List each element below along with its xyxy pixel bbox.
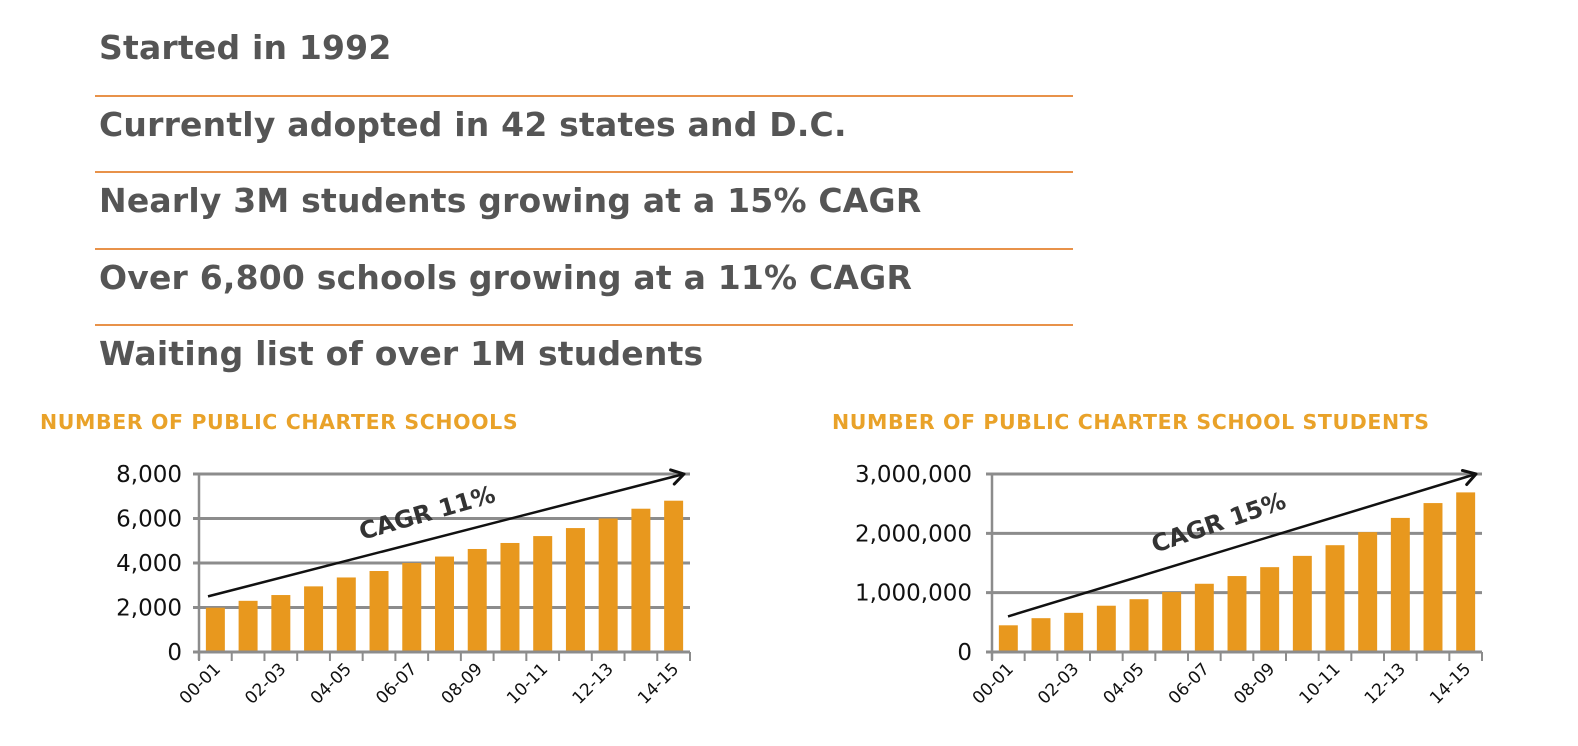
bar-02-03	[271, 595, 291, 652]
bar-12-13	[1390, 517, 1410, 652]
bar-14-15	[664, 500, 684, 652]
x-tick-label: 06-07	[1165, 659, 1214, 708]
bar-09-10	[500, 542, 520, 652]
bar-06-07	[402, 563, 422, 652]
students-chart-title: NUMBER OF PUBLIC CHARTER SCHOOL STUDENTS	[832, 410, 1430, 434]
y-tick-label: 0	[167, 640, 182, 666]
fact-text: Nearly 3M students growing at a 15% CAGR	[99, 181, 922, 220]
bar-08-09	[1260, 567, 1280, 652]
x-tick-label: 08-09	[1230, 659, 1279, 708]
bar-05-06	[369, 571, 389, 652]
schools-chart-title: NUMBER OF PUBLIC CHARTER SCHOOLS	[40, 410, 519, 434]
trend-arrow-line	[207, 472, 685, 598]
x-tick-label: 10-11	[1295, 659, 1344, 708]
x-tick-label: 02-03	[1034, 659, 1083, 708]
bar-10-11	[533, 536, 553, 652]
bar-12-13	[598, 518, 618, 652]
bar-07-08	[1227, 576, 1247, 652]
fact-text: Currently adopted in 42 states and D.C.	[99, 104, 847, 144]
x-tick-label: 12-13	[1361, 659, 1410, 708]
fact-item: Currently adopted in 42 states and D.C.	[95, 97, 1073, 173]
bar-10-11	[1325, 545, 1345, 652]
trend-arrow-line	[1007, 472, 1477, 618]
bar-00-01	[205, 607, 225, 652]
fact-item: Nearly 3M students growing at a 15% CAGR	[95, 173, 1073, 250]
bar-13-14	[631, 508, 651, 652]
bar-00-01	[998, 625, 1018, 652]
bar-09-10	[1292, 555, 1312, 652]
fact-text: Waiting list of over 1M students	[99, 334, 704, 373]
bar-13-14	[1423, 503, 1443, 652]
cagr-annotation: CAGR 15%	[1148, 487, 1290, 559]
x-tick-label: 04-05	[1099, 659, 1148, 708]
y-tick-label: 0	[957, 640, 972, 666]
bar-04-05	[336, 577, 356, 652]
bar-06-07	[1194, 583, 1214, 652]
y-tick-label: 4,000	[116, 551, 182, 577]
bar-01-02	[238, 600, 258, 652]
bar-08-09	[467, 548, 487, 652]
bar-03-04	[1096, 605, 1116, 652]
bar-03-04	[304, 586, 324, 652]
bar-11-12	[565, 528, 585, 652]
y-tick-label: 2,000	[116, 596, 182, 622]
y-tick-label: 8,000	[116, 462, 182, 488]
y-tick-label: 1,000,000	[855, 581, 972, 607]
bar-01-02	[1031, 618, 1051, 652]
y-tick-label: 2,000,000	[855, 521, 972, 547]
y-tick-label: 6,000	[116, 507, 182, 533]
bar-04-05	[1129, 599, 1149, 652]
fact-item: Started in 1992	[95, 20, 1073, 97]
arrow-head-icon	[1460, 468, 1478, 486]
bar-14-15	[1456, 492, 1476, 652]
fact-text: Started in 1992	[99, 28, 392, 67]
bar-02-03	[1064, 612, 1084, 652]
bar-11-12	[1358, 532, 1378, 652]
fact-item: Waiting list of over 1M students	[95, 326, 1073, 403]
fact-item: Over 6,800 schools growing at a 11% CAGR	[95, 250, 1073, 326]
fact-list: Started in 1992 Currently adopted in 42 …	[95, 20, 1073, 403]
bar-07-08	[435, 556, 454, 652]
fact-text: Over 6,800 schools growing at a 11% CAGR	[99, 257, 913, 297]
bar-05-06	[1162, 592, 1182, 652]
arrow-head-icon	[669, 468, 686, 486]
x-tick-label: 14-15	[1426, 659, 1475, 708]
x-tick-label: 00-01	[969, 659, 1018, 708]
y-tick-label: 3,000,000	[855, 462, 972, 488]
